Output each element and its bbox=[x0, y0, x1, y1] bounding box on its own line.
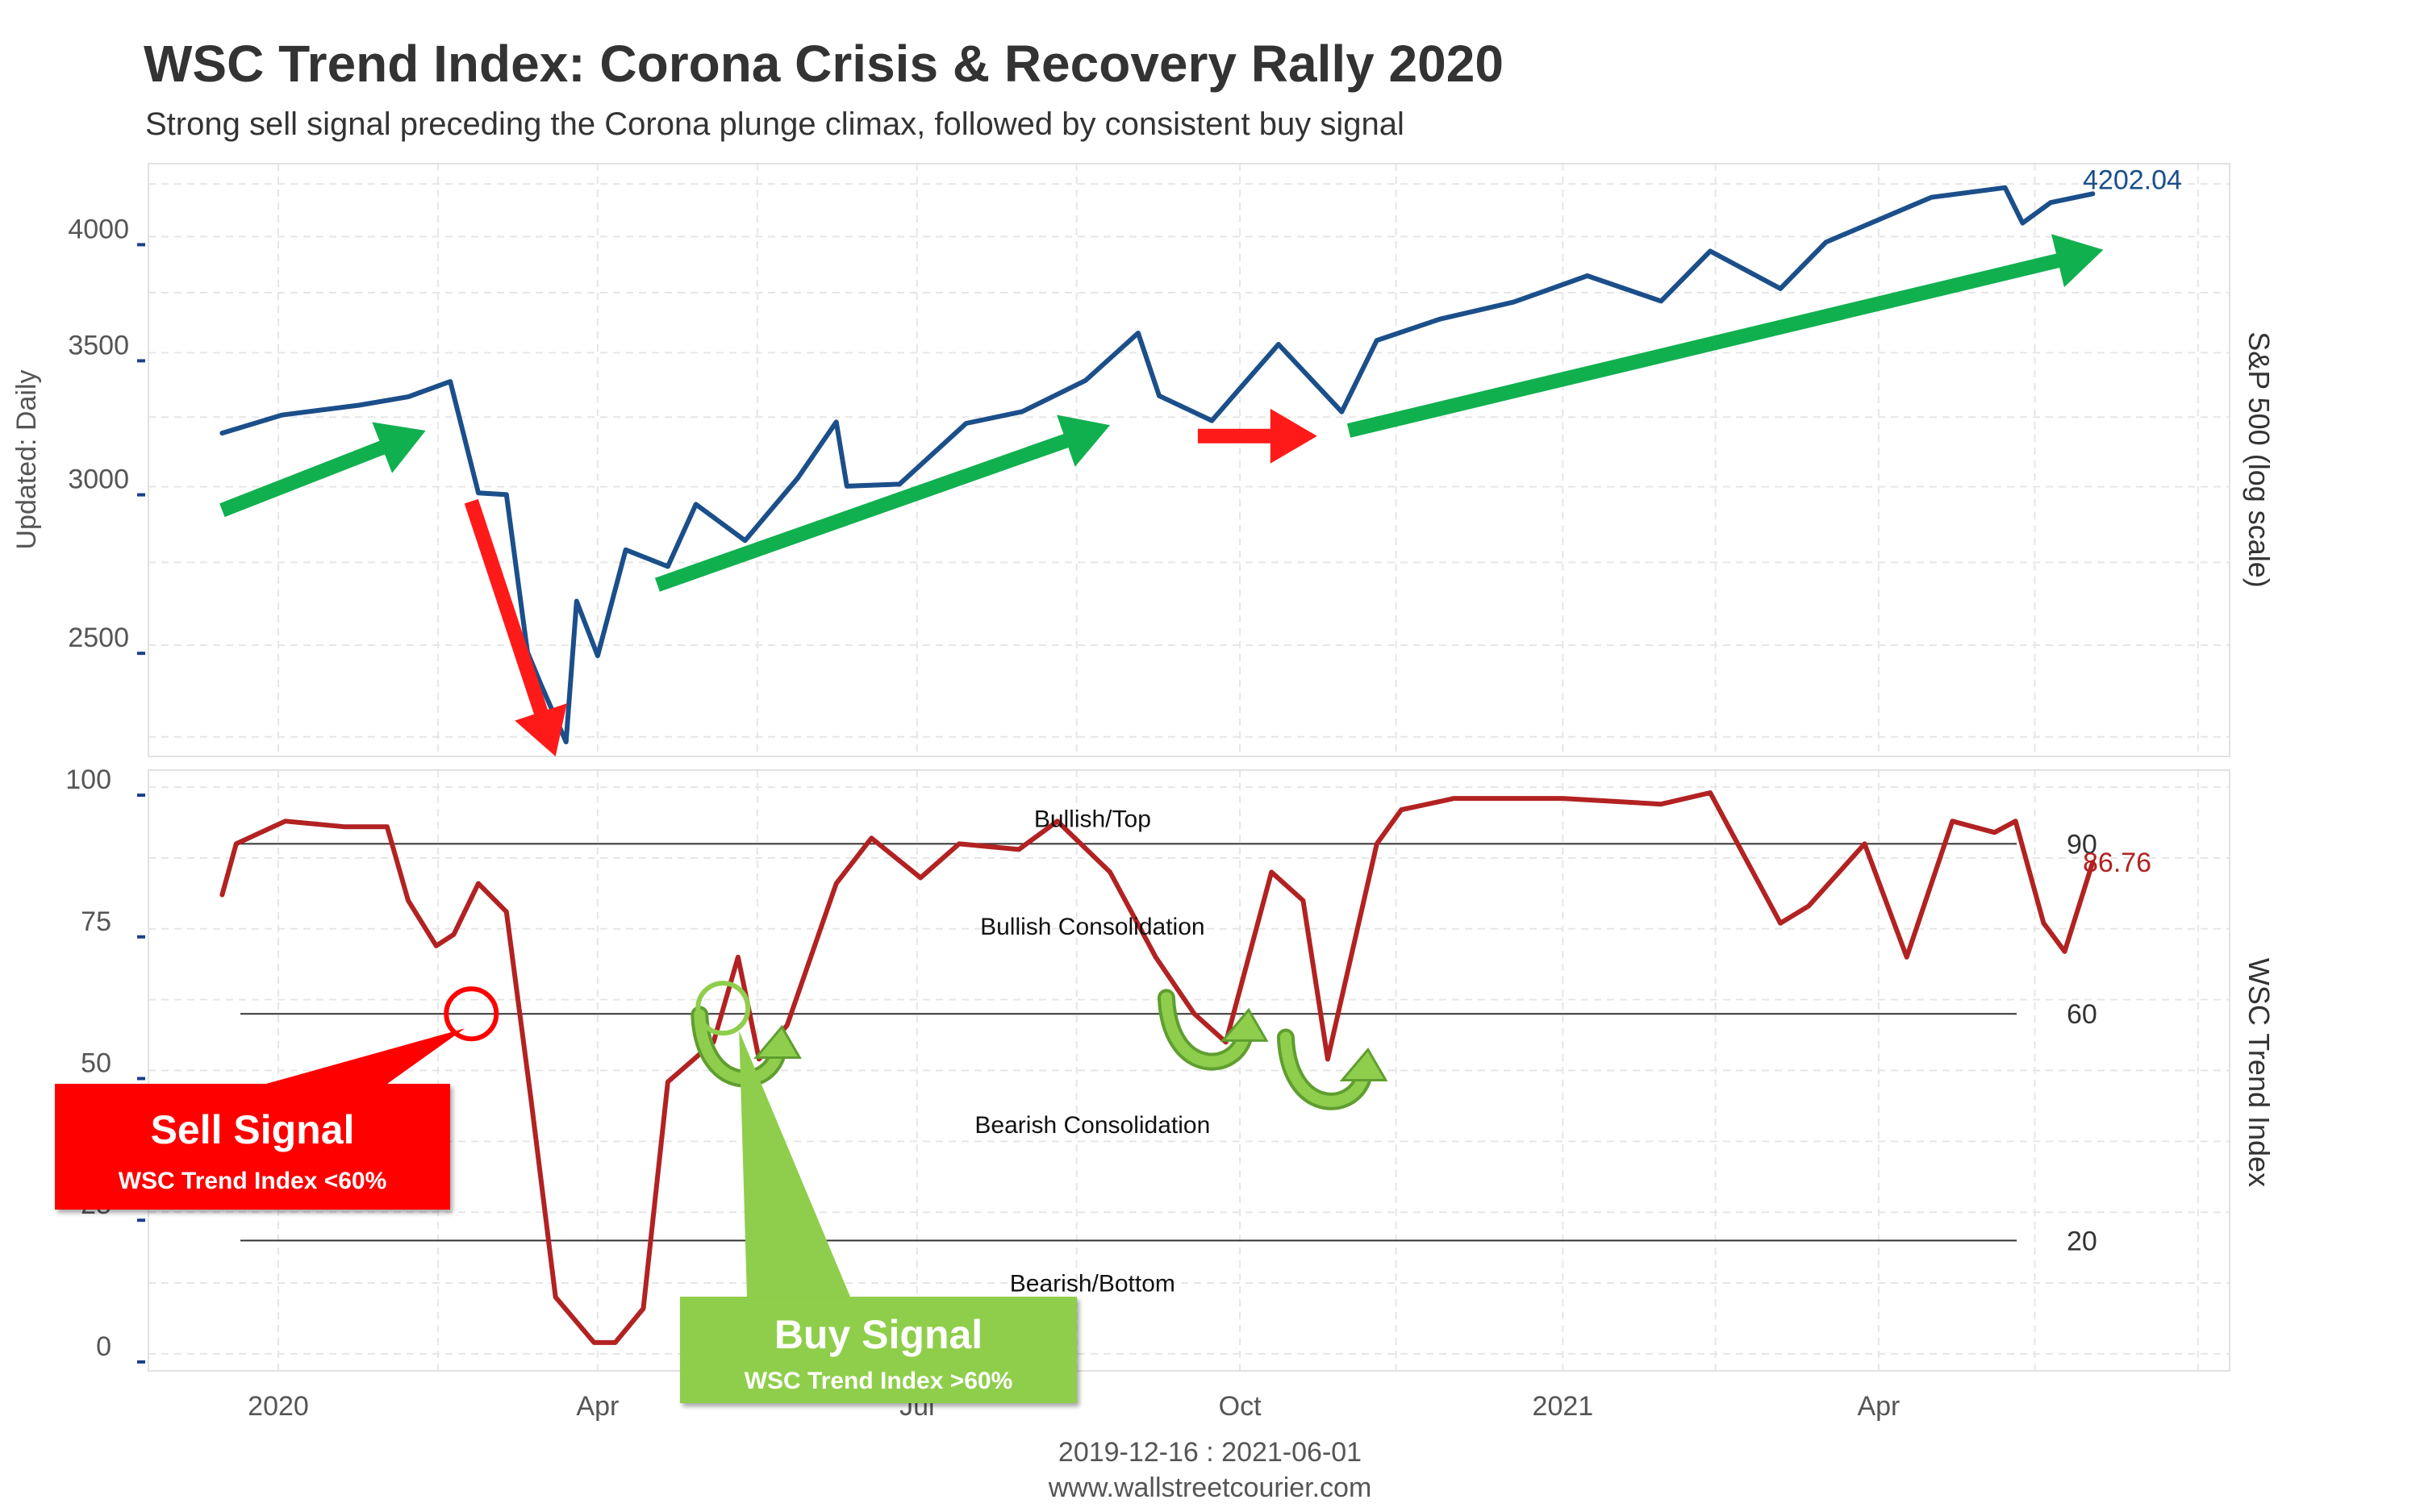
top-panel-frame bbox=[148, 163, 2230, 757]
bottom-y-tick-label: 75 bbox=[81, 906, 111, 937]
zone-label: Bullish Consolidation bbox=[980, 914, 1205, 940]
source-url: www.wallstreetcourier.com bbox=[1048, 1472, 1372, 1503]
date-range-label: 2019-12-16 : 2021-06-01 bbox=[1058, 1437, 1362, 1468]
reference-line-label: 90 bbox=[2067, 829, 2097, 860]
bottom-y-tick-label: 50 bbox=[81, 1048, 111, 1079]
wsc-series-line bbox=[219, 790, 2096, 1345]
bottom-y-tick-label: 0 bbox=[96, 1331, 111, 1362]
buy-signal-marker bbox=[695, 981, 751, 1036]
top-y-tick-label: 3000 bbox=[68, 464, 129, 495]
sell-signal-subtitle: WSC Trend Index <60% bbox=[119, 1168, 387, 1194]
green-trend-arrow bbox=[1346, 234, 2104, 438]
sp500-last-value-label: 4202.04 bbox=[2083, 165, 2182, 195]
sell-signal-marker bbox=[444, 986, 499, 1042]
red-trend-arrow bbox=[464, 498, 567, 756]
sp500-series-line bbox=[219, 185, 2096, 744]
top-y-tick-label: 3500 bbox=[68, 330, 129, 360]
bottom-panel-frame bbox=[148, 769, 2230, 1372]
top-left-axis-label: Updated: Daily bbox=[11, 369, 42, 549]
chart-subtitle: Strong sell signal preceding the Corona … bbox=[145, 106, 1404, 142]
zone-label: Bearish/Bottom bbox=[1010, 1271, 1175, 1297]
sell-signal-pointer bbox=[266, 1028, 465, 1084]
x-tick-label: Apr bbox=[1857, 1391, 1900, 1422]
reference-line-label: 60 bbox=[2067, 999, 2097, 1030]
sell-signal-box bbox=[55, 1084, 450, 1210]
zone-label: Bearish Consolidation bbox=[974, 1112, 1210, 1139]
top-y-tick-label: 4000 bbox=[68, 214, 129, 244]
x-tick-label: 2020 bbox=[248, 1391, 309, 1422]
wsc-last-value-label: 86.76 bbox=[2083, 848, 2151, 878]
sell-signal-title: Sell Signal bbox=[151, 1107, 355, 1152]
bottom-y-tick-label: 100 bbox=[65, 764, 111, 795]
green-trend-arrow bbox=[219, 422, 426, 518]
buy-signal-pointer bbox=[739, 1031, 850, 1297]
x-tick-label: 2021 bbox=[1533, 1391, 1594, 1422]
red-trend-arrow bbox=[1197, 408, 1317, 464]
rebound-arrow-icon bbox=[1157, 989, 1269, 1071]
x-tick-label: Apr bbox=[576, 1391, 619, 1422]
bottom-right-axis-label: WSC Trend Index bbox=[2243, 958, 2276, 1187]
top-y-tick-label: 2500 bbox=[68, 623, 129, 653]
buy-signal-box bbox=[680, 1297, 1077, 1403]
reference-line-label: 20 bbox=[2067, 1226, 2097, 1256]
buy-signal-title: Buy Signal bbox=[774, 1312, 983, 1357]
top-right-axis-label: S&P 500 (log scale) bbox=[2243, 331, 2276, 588]
x-tick-label: Oct bbox=[1219, 1391, 1262, 1422]
buy-signal-subtitle: WSC Trend Index >60% bbox=[745, 1368, 1013, 1394]
green-trend-arrow bbox=[654, 414, 1111, 592]
rebound-arrow-icon bbox=[691, 1006, 802, 1088]
zone-label: Bullish/Top bbox=[1034, 806, 1151, 832]
rebound-arrow-icon bbox=[1276, 1028, 1388, 1110]
chart-title: WSC Trend Index: Corona Crisis & Recover… bbox=[144, 35, 1504, 93]
